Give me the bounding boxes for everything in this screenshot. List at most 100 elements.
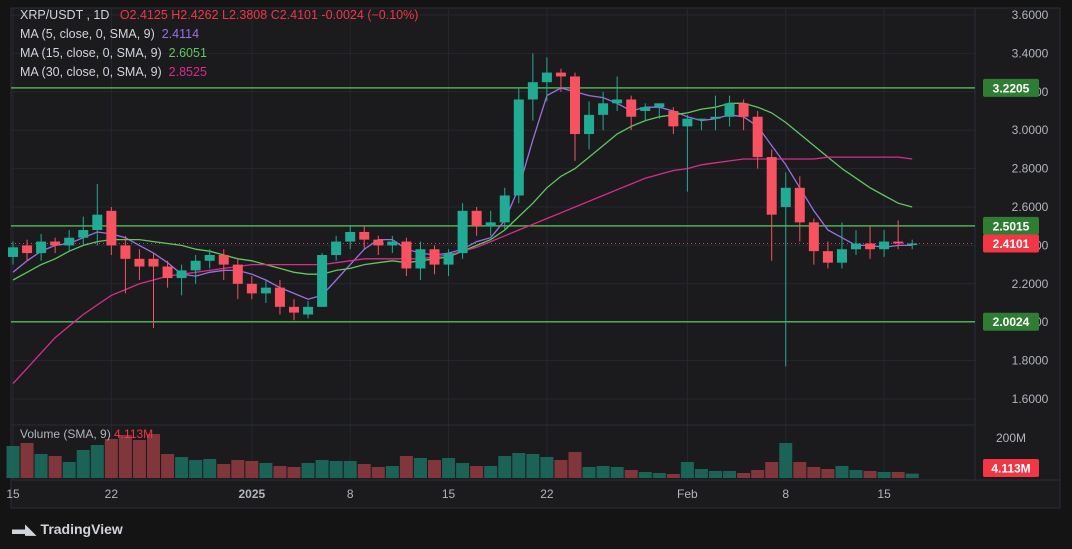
tradingview-brand[interactable]: ▬◣ TradingView: [12, 520, 123, 538]
candle-body: [752, 116, 763, 158]
volume-bar: [694, 469, 708, 478]
volume-bar: [413, 458, 427, 478]
volume-bar: [132, 440, 146, 478]
volume-last-text: 4.113M: [991, 462, 1030, 476]
candle-body: [373, 239, 384, 246]
ma15-label: MA (15, close, 0, SMA, 9): [20, 46, 162, 60]
candle-body: [22, 245, 33, 254]
volume-value: 4.113M: [114, 427, 154, 441]
candle-body: [527, 82, 538, 100]
candle-body: [822, 251, 833, 263]
volume-bar: [273, 466, 287, 478]
ma30-value: 2.8525: [168, 65, 207, 79]
brand-name: TradingView: [40, 521, 123, 537]
volume-bar: [765, 462, 779, 478]
chart-legend: XRP/USDT , 1D O2.4125 H2.4262 L2.3808 C2…: [20, 6, 418, 82]
candle-body: [668, 111, 679, 127]
volume-bar: [6, 446, 20, 478]
interval[interactable]: 1D: [93, 8, 110, 22]
volume-bar: [161, 454, 175, 478]
candle-body: [232, 264, 243, 284]
candle-body: [78, 230, 89, 238]
candle-body: [710, 116, 721, 119]
candle-body: [359, 231, 370, 240]
candle-body: [696, 118, 707, 121]
time-tick-label: 8: [782, 487, 789, 501]
volume-bar: [793, 462, 807, 478]
time-tick-label: 8: [347, 487, 354, 501]
candle-body: [570, 76, 580, 135]
price-tick-label: 3.6000: [1012, 8, 1049, 22]
candle-body: [555, 72, 566, 77]
candle-body: [415, 249, 426, 269]
candle-body: [176, 270, 187, 279]
candle-body: [584, 114, 595, 135]
ma30-row[interactable]: MA (30, close, 0, SMA, 9) 2.8525: [20, 63, 418, 82]
last-price-text: 2.4101: [993, 237, 1030, 251]
close-value: C2.4101: [270, 8, 318, 22]
candle-body: [401, 241, 412, 269]
volume-bar: [512, 453, 526, 478]
volume-bar: [329, 461, 343, 478]
volume-bar: [343, 461, 357, 478]
volume-bar: [554, 460, 568, 478]
candle-body: [190, 260, 201, 271]
volume-bar: [470, 466, 484, 478]
high-value: H2.4262: [171, 8, 219, 22]
candle-body: [851, 243, 861, 250]
candle-body: [541, 72, 552, 83]
volume-bar: [287, 467, 301, 478]
volume-bar: [610, 467, 624, 478]
candle-body: [260, 287, 271, 294]
candle-body: [331, 241, 342, 255]
candle-body: [50, 241, 61, 246]
price-tick-label: 2.8000: [1012, 162, 1049, 176]
candle-body: [598, 103, 609, 115]
volume-axis: 200M 4.113M: [983, 431, 1039, 477]
volume-bar: [709, 471, 722, 478]
volume-label: Volume (SMA, 9): [20, 427, 111, 441]
volume-bar: [147, 434, 160, 478]
volume-bar: [624, 470, 638, 478]
volume-bar: [203, 459, 217, 478]
volume-bar: [751, 470, 765, 478]
ma15-row[interactable]: MA (15, close, 0, SMA, 9) 2.6051: [20, 44, 418, 63]
volume-bar: [245, 461, 259, 478]
volume-bar: [835, 466, 849, 478]
volume-bar: [498, 456, 512, 478]
candle-body: [738, 103, 749, 117]
candle-body: [780, 187, 791, 207]
volume-bar: [62, 462, 76, 478]
volume-bar: [484, 466, 498, 478]
candle-body: [345, 231, 356, 242]
candle-body: [499, 195, 510, 223]
ma30-label: MA (30, close, 0, SMA, 9): [20, 65, 162, 79]
volume-bar: [48, 456, 62, 478]
ma5-row[interactable]: MA (5, close, 0, SMA, 9) 2.4114: [20, 25, 418, 44]
candle-body: [387, 241, 398, 246]
volume-bar: [175, 457, 189, 478]
volume-bar: [891, 472, 905, 478]
candle-body: [724, 103, 735, 117]
volume-bar: [231, 460, 245, 478]
volume-bar: [849, 470, 863, 478]
time-tick-label: 15: [877, 487, 891, 501]
price-tick-label: 1.8000: [1012, 354, 1049, 368]
candle-body: [317, 255, 328, 307]
volume-bar: [442, 458, 456, 478]
symbol[interactable]: XRP/USDT: [20, 8, 83, 22]
candle-body: [457, 210, 468, 254]
volume-bar: [877, 472, 891, 478]
candle-body: [106, 210, 117, 246]
volume-legend[interactable]: Volume (SMA, 9) 4.113M: [20, 427, 153, 441]
volume-bar: [568, 452, 582, 478]
candle-body: [36, 241, 47, 254]
candle-body: [8, 247, 18, 257]
candle-body: [766, 157, 777, 215]
candle-body: [303, 306, 314, 315]
time-tick-label: 2025: [238, 487, 265, 501]
last-price-badge: [983, 234, 1039, 253]
price-tick-label: 3.4000: [1012, 46, 1049, 60]
level-price-text: 2.0024: [993, 315, 1030, 329]
candle-body: [893, 241, 904, 244]
